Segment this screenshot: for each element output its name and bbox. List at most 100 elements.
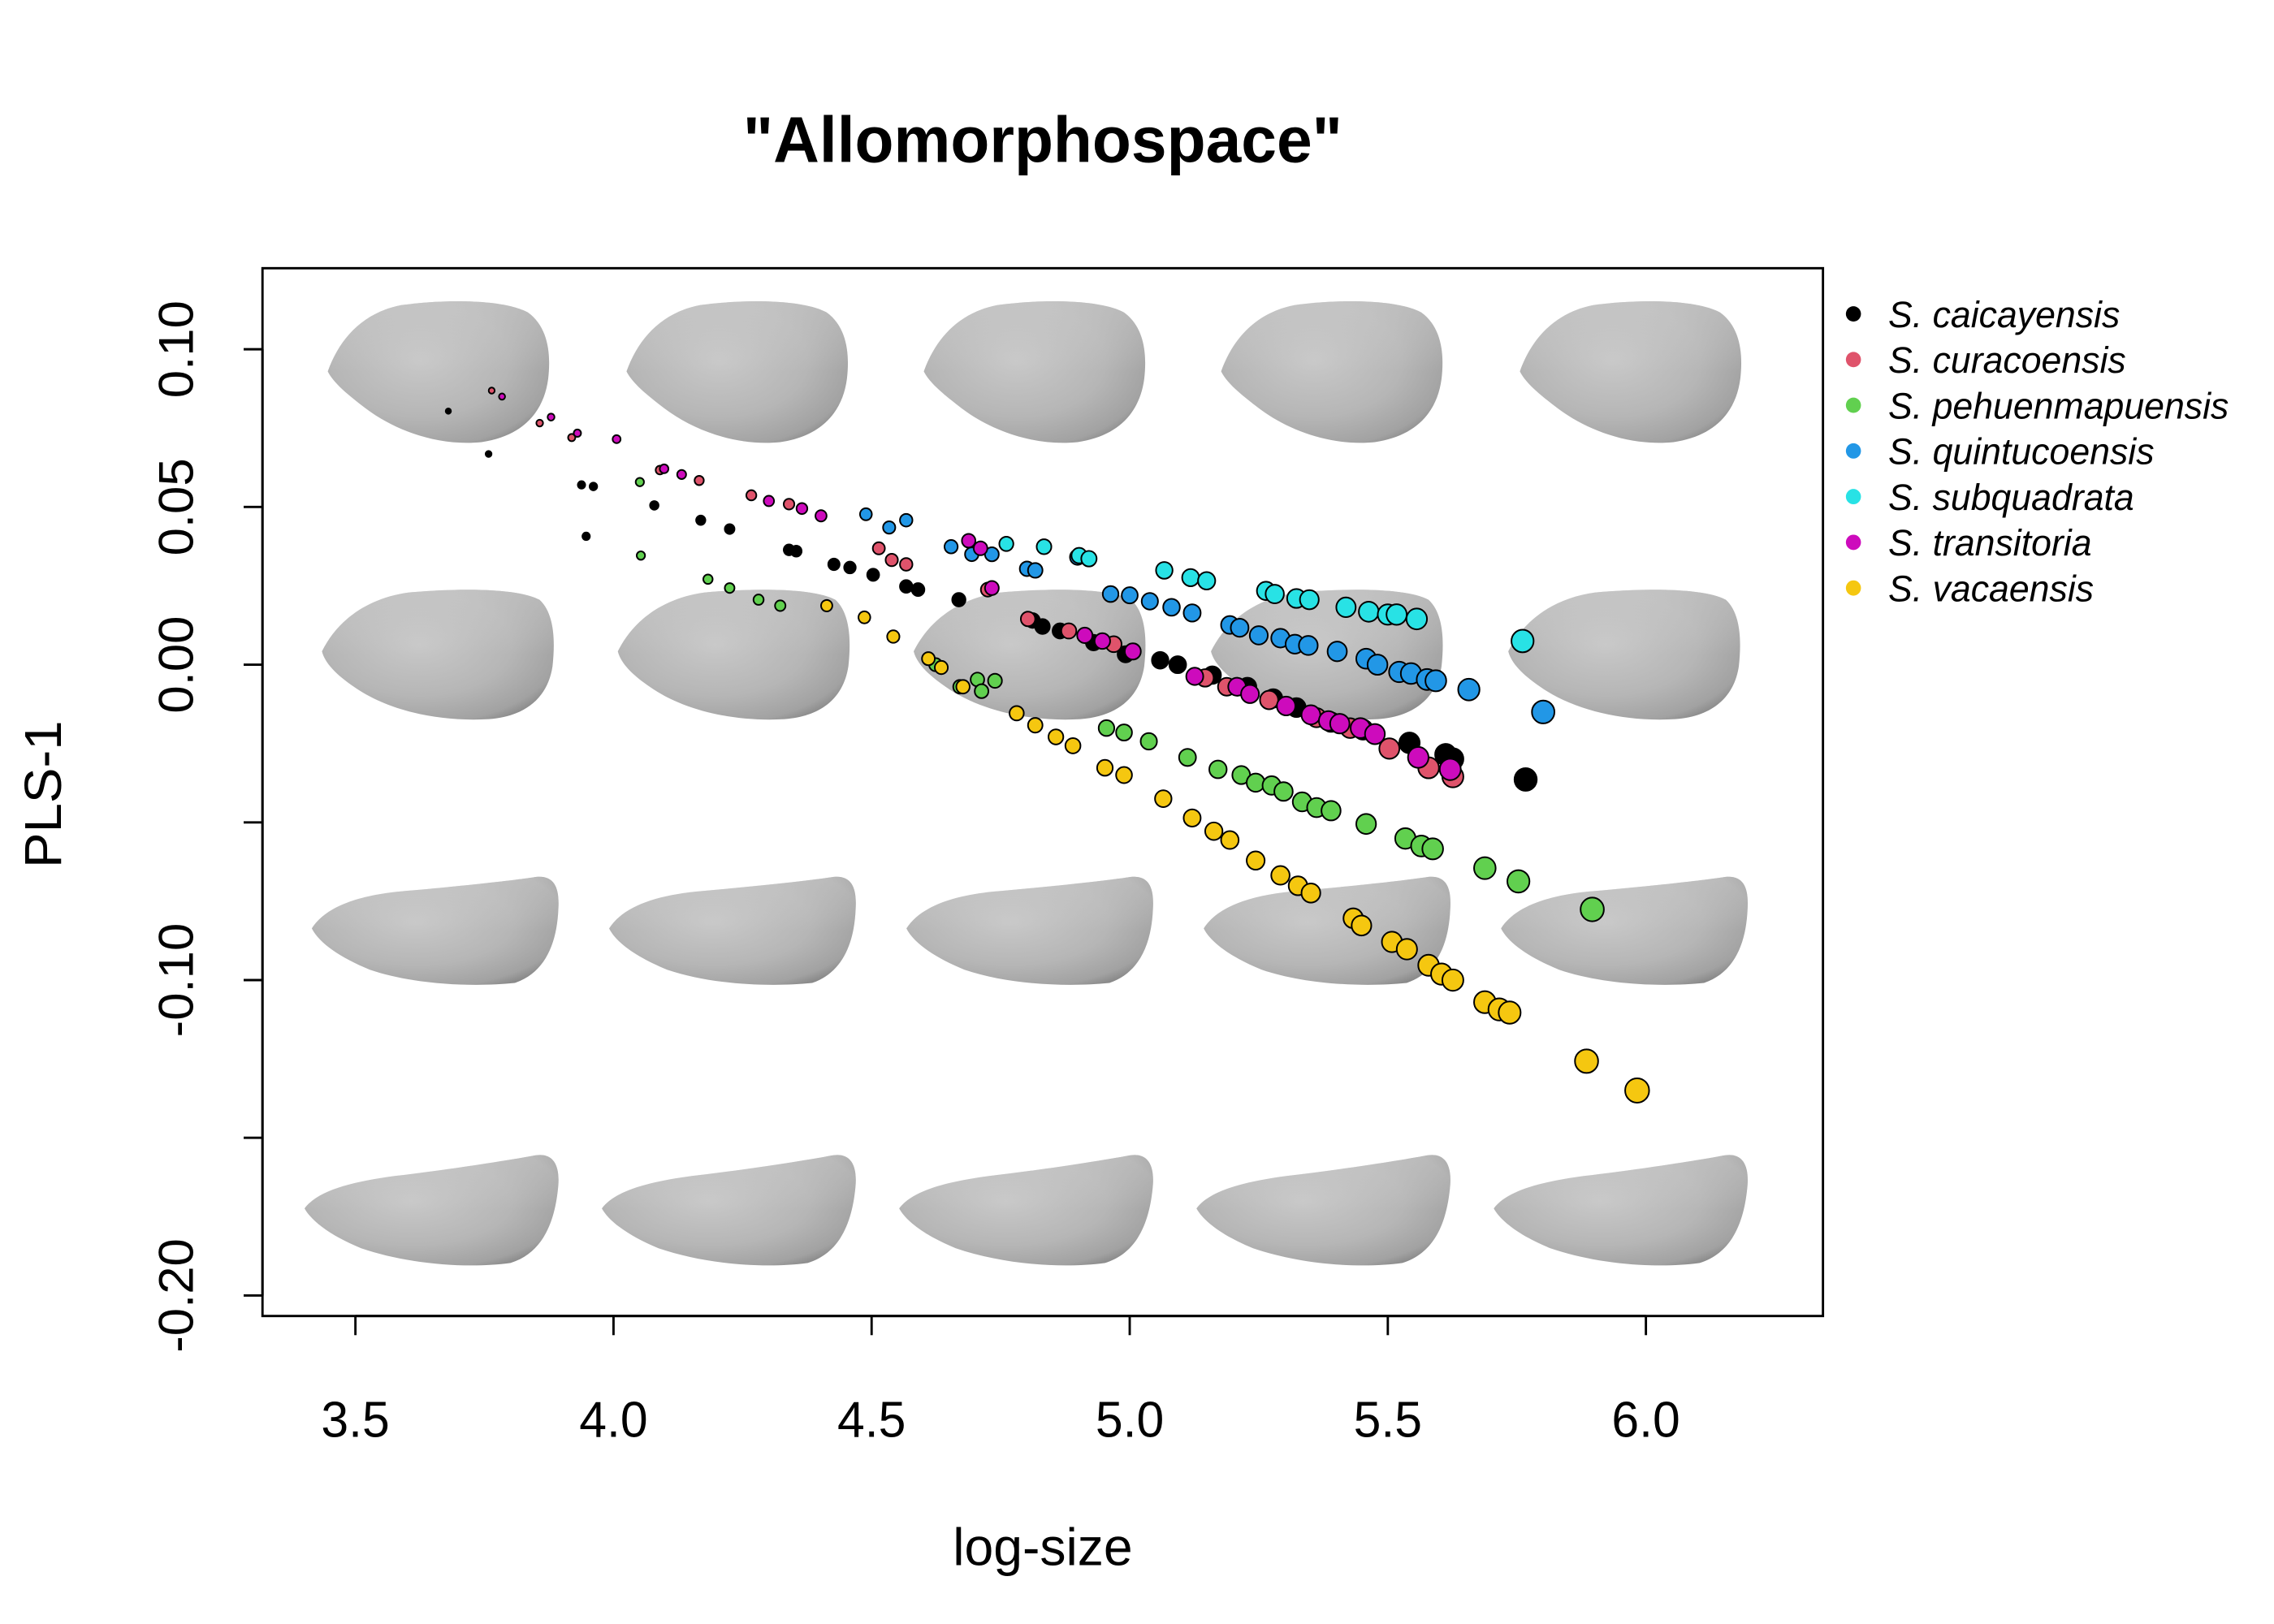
point-s-subquadrata bbox=[1386, 603, 1408, 626]
legend-marker bbox=[1845, 306, 1861, 322]
legend-item: S. vacaensis bbox=[1845, 568, 2094, 610]
point-s-quintucoensis bbox=[899, 512, 914, 528]
point-s-caicayensis bbox=[827, 557, 841, 572]
legend-label: S. curacoensis bbox=[1888, 339, 2126, 381]
chart-title: "Allomorphospace" bbox=[743, 103, 1342, 176]
point-s-pehuenmapuensis bbox=[724, 582, 736, 594]
point-s-vacaensis bbox=[1096, 758, 1114, 777]
point-s-transitoria bbox=[984, 580, 1000, 596]
point-s-caicayensis bbox=[789, 544, 803, 558]
point-s-transitoria bbox=[1329, 713, 1351, 735]
shell-shape bbox=[1204, 876, 1450, 985]
shell-shape bbox=[906, 876, 1153, 985]
point-s-transitoria bbox=[573, 428, 582, 438]
legend-label: S. vacaensis bbox=[1888, 568, 2094, 609]
point-s-pehuenmapuensis bbox=[1473, 856, 1497, 880]
y-axis-label: PLS-1 bbox=[13, 720, 71, 868]
point-s-curacoensis bbox=[535, 418, 544, 428]
point-s-pehuenmapuensis bbox=[1421, 837, 1444, 861]
shell-shape bbox=[1494, 1155, 1749, 1266]
shell-shape bbox=[305, 1155, 559, 1266]
point-s-transitoria bbox=[1093, 632, 1111, 650]
point-s-curacoensis bbox=[567, 433, 577, 443]
legend-marker bbox=[1845, 580, 1861, 596]
x-axis: 3.5 4.0 4.5 5.0 5.5 6.0 bbox=[321, 1315, 1680, 1448]
legend-item: S. caicayensis bbox=[1845, 294, 2120, 335]
point-s-pehuenmapuensis bbox=[974, 683, 990, 699]
shell-shape bbox=[1508, 590, 1740, 720]
point-s-vacaensis bbox=[1395, 938, 1418, 961]
point-s-transitoria bbox=[1438, 758, 1462, 781]
point-s-caicayensis bbox=[589, 482, 599, 491]
shell-shape bbox=[327, 301, 550, 443]
legend-label: S. caicayensis bbox=[1888, 294, 2120, 335]
point-s-caicayensis bbox=[649, 500, 659, 511]
point-s-curacoensis bbox=[694, 474, 705, 486]
point-s-pehuenmapuensis bbox=[1139, 732, 1158, 751]
point-s-transitoria bbox=[1276, 695, 1296, 717]
scatter-points bbox=[444, 387, 1650, 1104]
point-s-pehuenmapuensis bbox=[987, 672, 1003, 689]
point-s-pehuenmapuensis bbox=[1097, 719, 1116, 737]
point-s-pehuenmapuensis bbox=[1355, 813, 1377, 836]
point-s-pehuenmapuensis bbox=[1115, 723, 1133, 742]
point-s-pehuenmapuensis bbox=[634, 477, 645, 487]
y-tick-label: 0.10 bbox=[149, 300, 203, 398]
x-axis-label: log-size bbox=[953, 1517, 1132, 1577]
point-s-caicayensis bbox=[1151, 650, 1169, 670]
point-s-vacaensis bbox=[1027, 717, 1044, 734]
point-s-quintucoensis bbox=[1101, 585, 1120, 603]
point-s-vacaensis bbox=[955, 679, 971, 695]
shell-shape bbox=[602, 1155, 856, 1266]
point-s-pehuenmapuensis bbox=[1246, 772, 1266, 793]
point-s-caicayensis bbox=[910, 582, 926, 598]
point-s-curacoensis bbox=[783, 498, 796, 511]
shell-shape bbox=[899, 1155, 1153, 1266]
point-s-transitoria bbox=[961, 533, 976, 549]
shell-shape bbox=[1221, 301, 1443, 443]
legend-item: S. transitoria bbox=[1845, 522, 2092, 564]
shell-shape bbox=[1501, 876, 1749, 985]
legend-marker bbox=[1845, 397, 1861, 413]
point-s-transitoria bbox=[1407, 745, 1429, 769]
x-tick-label: 5.0 bbox=[1096, 1392, 1164, 1448]
point-s-curacoensis bbox=[745, 489, 758, 502]
point-s-transitoria bbox=[1364, 723, 1386, 745]
point-s-quintucoensis bbox=[1424, 669, 1447, 693]
shell-shape bbox=[311, 876, 559, 985]
point-s-quintucoensis bbox=[882, 520, 897, 535]
point-s-subquadrata bbox=[1155, 561, 1174, 580]
point-s-transitoria bbox=[547, 412, 556, 421]
shell-shape bbox=[1520, 301, 1742, 443]
shell-shape bbox=[923, 301, 1146, 443]
legend-label: S. pehuenmapuensis bbox=[1888, 385, 2229, 426]
legend-label: S. subquadrata bbox=[1888, 477, 2134, 518]
point-s-quintucoensis bbox=[1182, 603, 1202, 623]
point-s-transitoria bbox=[659, 463, 670, 474]
legend-item: S. quintucoensis bbox=[1845, 430, 2155, 473]
x-tick-label: 3.5 bbox=[321, 1392, 389, 1448]
point-s-pehuenmapuensis bbox=[1178, 748, 1197, 767]
legend-marker bbox=[1845, 534, 1861, 551]
point-s-pehuenmapuensis bbox=[1321, 800, 1342, 822]
point-s-subquadrata bbox=[1197, 571, 1217, 591]
point-s-vacaensis bbox=[886, 629, 901, 644]
point-s-curacoensis bbox=[1378, 737, 1401, 760]
point-s-transitoria bbox=[1076, 626, 1094, 645]
point-s-subquadrata bbox=[1080, 550, 1098, 568]
point-s-transitoria bbox=[498, 392, 506, 401]
legend-item: S. curacoensis bbox=[1845, 339, 2126, 381]
point-s-curacoensis bbox=[899, 557, 914, 572]
shell-shape bbox=[626, 301, 849, 443]
point-s-quintucoensis bbox=[1027, 562, 1044, 579]
point-s-curacoensis bbox=[1060, 622, 1078, 640]
point-s-curacoensis bbox=[871, 541, 886, 555]
point-s-quintucoensis bbox=[1248, 625, 1269, 646]
point-s-subquadrata bbox=[998, 535, 1014, 552]
point-s-subquadrata bbox=[1511, 628, 1535, 654]
point-s-vacaensis bbox=[858, 610, 871, 624]
legend-label: S. transitoria bbox=[1888, 522, 2092, 564]
point-s-caicayensis bbox=[581, 531, 591, 542]
point-s-caicayensis bbox=[866, 568, 880, 582]
point-s-transitoria bbox=[795, 502, 809, 516]
